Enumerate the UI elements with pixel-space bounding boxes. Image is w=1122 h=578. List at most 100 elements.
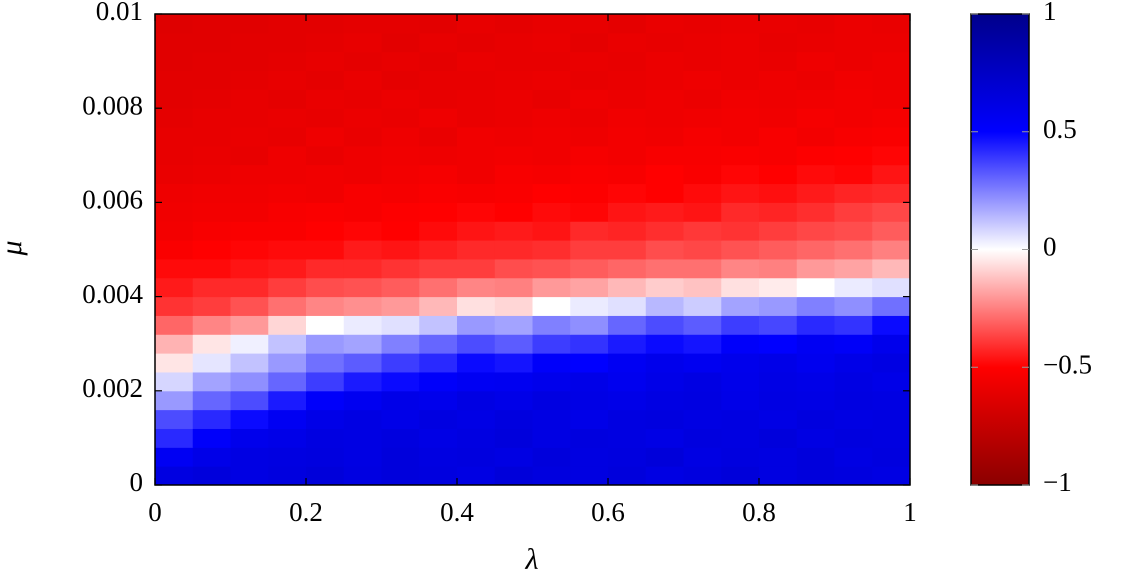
heatmap-cell bbox=[268, 334, 307, 354]
y-tick-label: 0.01 bbox=[96, 0, 143, 26]
heatmap-cell bbox=[721, 390, 760, 411]
heatmap-cell bbox=[155, 164, 194, 185]
heatmap-cell bbox=[494, 334, 533, 354]
heatmap-cell bbox=[532, 127, 571, 147]
heatmap-cell bbox=[570, 428, 609, 448]
heatmap-cell bbox=[834, 145, 873, 166]
heatmap-cell bbox=[872, 258, 911, 279]
heatmap-cell bbox=[419, 202, 458, 222]
heatmap-cell bbox=[683, 277, 722, 298]
heatmap-cell bbox=[532, 334, 571, 354]
heatmap-cell bbox=[381, 353, 420, 373]
heatmap-cell bbox=[721, 127, 760, 147]
heatmap-cell bbox=[268, 127, 307, 147]
heatmap-cell bbox=[532, 353, 571, 373]
heatmap-cell bbox=[683, 371, 722, 392]
heatmap-cell bbox=[872, 108, 911, 128]
heatmap-cell bbox=[796, 315, 835, 335]
heatmap-cell bbox=[192, 315, 231, 335]
heatmap-cell bbox=[457, 390, 496, 411]
heatmap-cell bbox=[306, 240, 345, 260]
heatmap-cell bbox=[230, 14, 269, 34]
heatmap-cell bbox=[570, 183, 609, 203]
heatmap-cell bbox=[192, 108, 231, 128]
heatmap-cell bbox=[683, 32, 722, 53]
heatmap-cell bbox=[419, 32, 458, 53]
heatmap-cell bbox=[268, 315, 307, 335]
heatmap-cell bbox=[570, 202, 609, 222]
heatmap-cell bbox=[683, 315, 722, 335]
heatmap-cell bbox=[457, 447, 496, 467]
plot-frame bbox=[154, 13, 911, 486]
heatmap-cell bbox=[268, 14, 307, 34]
heatmap-cell bbox=[419, 334, 458, 354]
heatmap-cell bbox=[343, 89, 382, 109]
y-axis-label: μ bbox=[0, 240, 28, 256]
heatmap-cell bbox=[608, 32, 647, 53]
heatmap-cell bbox=[796, 371, 835, 392]
heatmap-cell bbox=[759, 428, 798, 448]
heatmap-cell bbox=[532, 70, 571, 90]
heatmap-cell bbox=[759, 334, 798, 354]
heatmap-cell bbox=[608, 428, 647, 448]
heatmap-cell bbox=[872, 334, 911, 354]
heatmap-cell bbox=[230, 108, 269, 128]
heatmap-cell bbox=[759, 202, 798, 222]
heatmap-cell bbox=[721, 371, 760, 392]
heatmap-cell bbox=[872, 428, 911, 448]
heatmap-cell bbox=[872, 32, 911, 53]
heatmap-cell bbox=[683, 202, 722, 222]
heatmap-cell bbox=[570, 127, 609, 147]
heatmap-cell bbox=[381, 258, 420, 279]
heatmap-cell bbox=[683, 334, 722, 354]
heatmap-cell bbox=[494, 127, 533, 147]
heatmap-cell bbox=[230, 202, 269, 222]
heatmap-cell bbox=[721, 447, 760, 467]
heatmap-cell bbox=[645, 108, 684, 128]
heatmap-cell bbox=[155, 145, 194, 166]
heatmap-cell bbox=[343, 70, 382, 90]
heatmap-cell bbox=[230, 127, 269, 147]
heatmap-cell bbox=[268, 258, 307, 279]
heatmap-cell bbox=[570, 409, 609, 429]
heatmap-cell bbox=[759, 32, 798, 53]
heatmap-cell bbox=[268, 277, 307, 298]
heatmap-cell bbox=[192, 70, 231, 90]
heatmap-cell bbox=[192, 183, 231, 203]
heatmap-cell bbox=[381, 466, 420, 486]
heatmap-cell bbox=[343, 409, 382, 429]
heatmap-cell bbox=[570, 240, 609, 260]
heatmap-cell bbox=[570, 51, 609, 72]
heatmap-cell bbox=[796, 89, 835, 109]
heatmap-cell bbox=[834, 390, 873, 411]
heatmap-cell bbox=[268, 371, 307, 392]
heatmap-cell bbox=[645, 202, 684, 222]
heatmap-cell bbox=[381, 296, 420, 316]
heatmap-cell bbox=[834, 164, 873, 185]
heatmap-cell bbox=[457, 428, 496, 448]
heatmap-cell bbox=[230, 371, 269, 392]
y-tick-label: 0.006 bbox=[82, 185, 143, 215]
heatmap-cell bbox=[683, 466, 722, 486]
x-tick-label: 0.4 bbox=[440, 497, 474, 527]
heatmap-cell bbox=[645, 70, 684, 90]
heatmap-cell bbox=[759, 277, 798, 298]
heatmap-cell bbox=[872, 390, 911, 411]
heatmap-cell bbox=[721, 277, 760, 298]
heatmap-cell bbox=[872, 202, 911, 222]
heatmap-cell bbox=[796, 447, 835, 467]
heatmap-cell bbox=[532, 371, 571, 392]
heatmap-cell bbox=[796, 221, 835, 241]
heatmap-cell bbox=[343, 353, 382, 373]
heatmap-cell bbox=[192, 258, 231, 279]
heatmap-cell bbox=[230, 447, 269, 467]
heatmap-cell bbox=[532, 51, 571, 72]
heatmap-cell bbox=[721, 51, 760, 72]
heatmap-cell bbox=[306, 371, 345, 392]
heatmap-cell bbox=[683, 89, 722, 109]
heatmap-cell bbox=[381, 202, 420, 222]
heatmap-cell bbox=[230, 32, 269, 53]
colorbar-tick-label: −1 bbox=[1043, 467, 1072, 497]
heatmap-cell bbox=[645, 240, 684, 260]
heatmap-cell bbox=[834, 127, 873, 147]
